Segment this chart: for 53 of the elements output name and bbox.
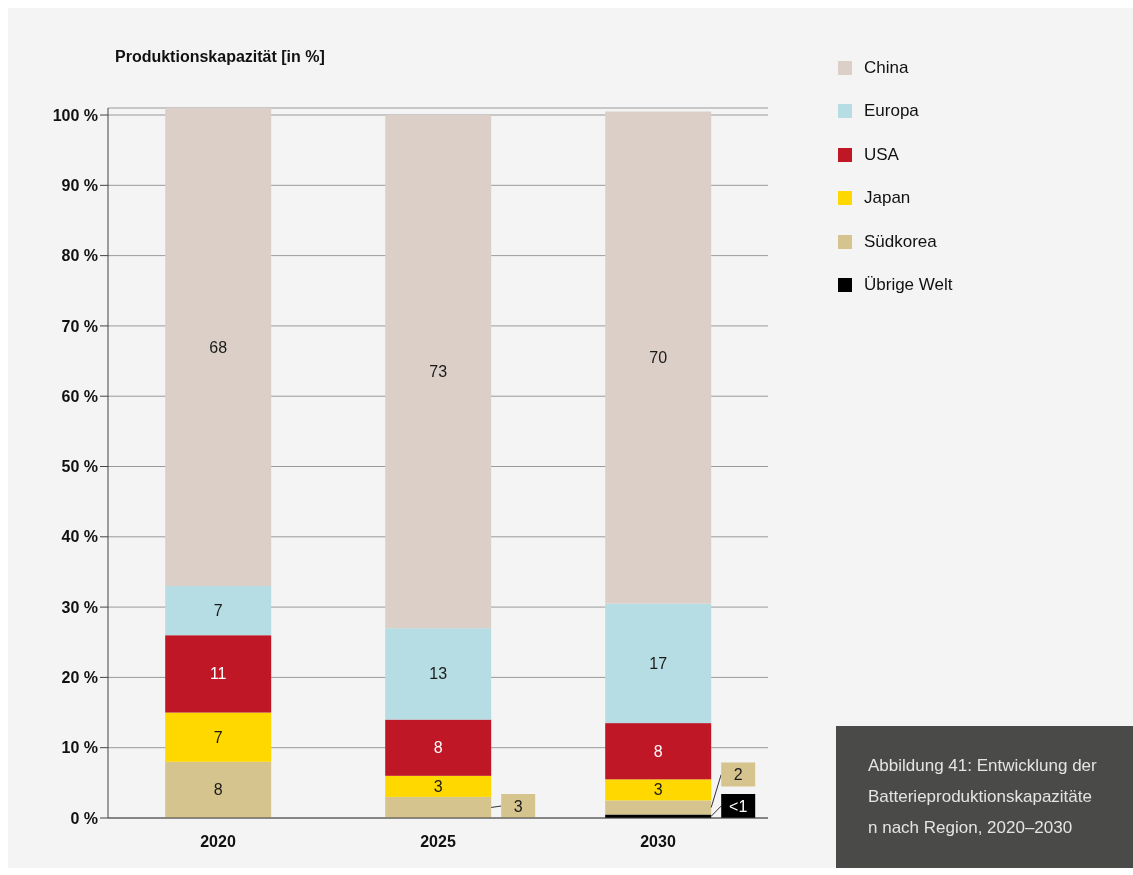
data-label: <1: [729, 797, 748, 815]
bar: [385, 796, 492, 818]
data-label: 3: [513, 797, 523, 815]
data-label: 8: [213, 781, 223, 799]
y-tick-label: 100 %: [52, 106, 98, 124]
y-axis-title: Produktionskapazität [in %]: [115, 48, 325, 66]
data-label: 8: [653, 742, 663, 760]
legend-label: USA: [864, 144, 899, 165]
legend-label: Japan: [864, 188, 911, 209]
y-tick-label: 30 %: [61, 598, 98, 616]
x-tick-label: 2020: [200, 833, 236, 851]
bar: [605, 723, 712, 780]
bar: [165, 712, 272, 762]
data-label: 17: [649, 654, 668, 672]
y-tick-label: 10 %: [61, 739, 98, 757]
y-tick-label: 40 %: [61, 528, 98, 546]
y-tick-label: 20 %: [61, 669, 98, 687]
data-label: 7: [213, 602, 223, 620]
data-label: 11: [209, 665, 227, 683]
legend-label: China: [864, 57, 909, 78]
data-label: 2: [733, 765, 743, 783]
bar: [385, 775, 492, 797]
bar: [385, 115, 492, 629]
bar: [165, 761, 272, 818]
data-label: 13: [429, 665, 448, 683]
legend-label: Südkorea: [864, 231, 937, 252]
bar: [165, 635, 272, 713]
legend-label: Übrige Welt: [864, 275, 953, 296]
data-label: 70: [649, 349, 668, 367]
x-tick-label: 2030: [640, 833, 676, 851]
data-label: 7: [213, 728, 223, 746]
data-label: 8: [433, 739, 443, 757]
y-tick-label: 60 %: [61, 387, 98, 405]
bar: [385, 628, 492, 720]
legend-label: Europa: [864, 101, 919, 122]
bar: [605, 800, 712, 815]
y-tick-label: 90 %: [61, 177, 98, 195]
y-tick-label: 0 %: [70, 809, 98, 827]
bar: [165, 586, 272, 636]
data-label: 68: [209, 338, 228, 356]
text: Abbildung 41: Entwicklung der Batterieproduktionskapazitäten nach Region, 2020–2030: [836, 726, 1133, 868]
bar: [385, 719, 492, 776]
bar: [165, 108, 272, 587]
data-label: 73: [429, 363, 448, 381]
y-tick-label: 50 %: [61, 458, 98, 476]
y-tick-label: 80 %: [61, 247, 98, 265]
y-tick-label: 70 %: [61, 317, 98, 335]
bar: [605, 111, 712, 604]
x-tick-label: 2025: [420, 833, 456, 851]
data-label: 3: [653, 781, 663, 799]
bar: [605, 779, 712, 801]
bar: [605, 603, 712, 724]
data-label: 3: [433, 777, 443, 795]
